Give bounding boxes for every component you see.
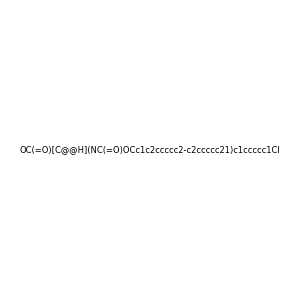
Text: OC(=O)[C@@H](NC(=O)OCc1c2ccccc2-c2ccccc21)c1ccccc1Cl: OC(=O)[C@@H](NC(=O)OCc1c2ccccc2-c2ccccc2… <box>20 146 281 154</box>
